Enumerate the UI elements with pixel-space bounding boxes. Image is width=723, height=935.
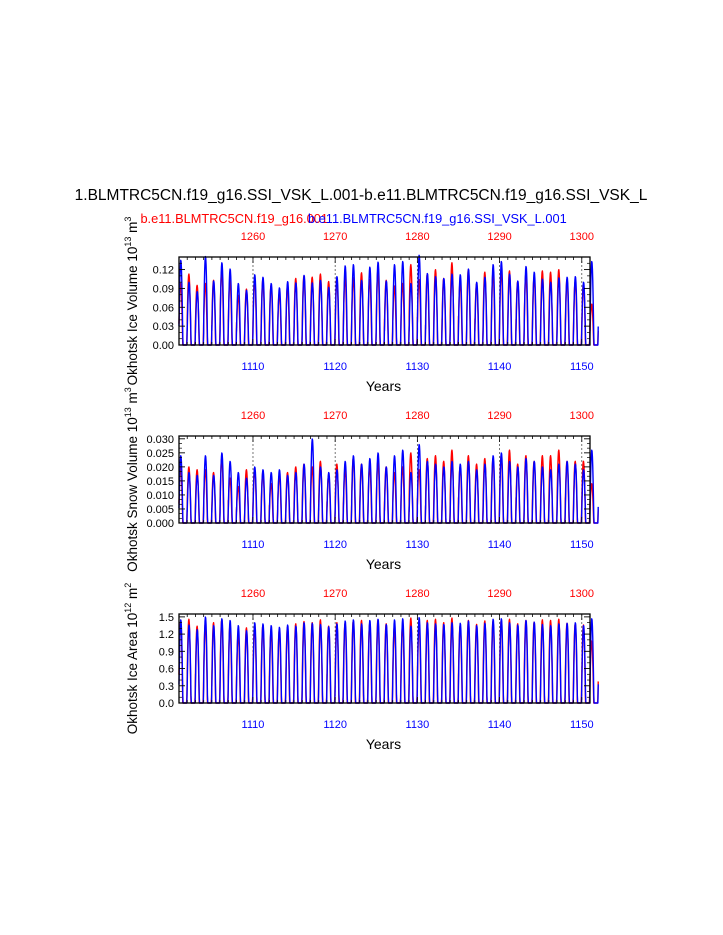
x-tick-label-bottom: 1140 — [488, 539, 512, 551]
y-tick-label: 0.00 — [153, 340, 174, 352]
y-tick-label: 0.09 — [153, 283, 174, 295]
x-tick-label-top: 1290 — [487, 588, 511, 600]
x-tick-label-bottom: 1120 — [323, 719, 347, 731]
y-tick-label: 0.015 — [146, 476, 174, 488]
x-tick-label-top: 1270 — [323, 410, 347, 422]
y-tick-label: 0.025 — [146, 448, 174, 460]
panel-ice_volume: 0.00 0.03 0.06 0.09 0.12 1110 1120 1130 1140 1150… — [123, 217, 599, 394]
x-tick-label-top: 1260 — [241, 410, 265, 422]
x-tick-label-bottom: 1130 — [406, 719, 430, 731]
panel-snow_volume: 0.000 0.005 0.010 0.015 0.020 0.025 0.030 1110 1… — [123, 387, 599, 572]
legend-red-case: b.e11.BLMTRC5CN.f19_g16.001 — [140, 211, 328, 226]
y-tick-label: 0.9 — [159, 646, 174, 658]
y-tick-label: 0.06 — [153, 302, 174, 314]
x-axis-label: Years — [366, 378, 401, 394]
y-tick-label: 0.005 — [146, 504, 174, 516]
x-tick-label-top: 1290 — [487, 231, 511, 243]
x-tick-label-bottom: 1140 — [488, 719, 512, 731]
x-tick-label-top: 1290 — [487, 410, 511, 422]
x-tick-label-top: 1280 — [405, 588, 429, 600]
y-tick-label: 0.12 — [153, 265, 174, 277]
chart-panels: 0.00 0.03 0.06 0.09 0.12 1110 1120 1130 1140 1150… — [123, 217, 599, 752]
y-tick-label: 0.030 — [146, 434, 174, 446]
y-axis-label: Okhotsk Ice Area 1012 m2 — [123, 583, 140, 735]
x-tick-label-top: 1280 — [405, 231, 429, 243]
panel-ice_area: 0.0 0.3 0.6 0.9 1.2 1.5 1110 1120 1130 1140 1150 12… — [123, 583, 599, 752]
x-axis-label: Years — [366, 556, 401, 572]
x-tick-label-bottom: 1140 — [488, 361, 512, 373]
y-tick-label: 0.03 — [153, 321, 174, 333]
x-tick-label-top: 1280 — [405, 410, 429, 422]
y-tick-label: 0.010 — [146, 490, 174, 502]
x-tick-label-top: 1260 — [241, 588, 265, 600]
y-tick-label: 0.0 — [159, 698, 174, 710]
x-tick-label-bottom: 1150 — [570, 361, 594, 373]
y-tick-label: 0.020 — [146, 462, 174, 474]
x-tick-label-top: 1270 — [323, 231, 347, 243]
x-tick-label-top: 1300 — [570, 588, 594, 600]
y-tick-label: 0.000 — [146, 518, 174, 530]
x-tick-label-top: 1270 — [323, 588, 347, 600]
y-axis-label: Okhotsk Snow Volume 1013 m3 — [123, 387, 140, 572]
x-tick-label-bottom: 1150 — [570, 539, 594, 551]
x-tick-label-bottom: 1130 — [406, 361, 430, 373]
x-tick-label-bottom: 1130 — [406, 539, 430, 551]
x-tick-label-bottom: 1150 — [570, 719, 594, 731]
y-tick-label: 1.2 — [159, 629, 174, 641]
legend-blue-case: b.e11.BLMTRC5CN.f19_g16.SSI_VSK_L.001 — [308, 211, 567, 226]
x-tick-label-bottom: 1110 — [242, 719, 265, 731]
y-tick-label: 0.6 — [159, 664, 174, 676]
x-tick-label-top: 1300 — [570, 410, 594, 422]
figure-title: 1.BLMTRC5CN.f19_g16.SSI_VSK_L.001-b.e11.… — [75, 187, 648, 204]
x-tick-label-top: 1260 — [241, 231, 265, 243]
x-axis-label: Years — [366, 736, 401, 752]
x-tick-label-bottom: 1110 — [242, 539, 265, 551]
y-tick-label: 0.3 — [159, 681, 174, 693]
x-tick-label-bottom: 1120 — [323, 361, 347, 373]
x-tick-label-bottom: 1120 — [323, 539, 347, 551]
x-tick-label-top: 1300 — [570, 231, 594, 243]
x-tick-label-bottom: 1110 — [242, 361, 265, 373]
y-axis-label: Okhotsk Ice Volume 1013 m3 — [123, 217, 140, 386]
y-tick-label: 1.5 — [159, 612, 174, 624]
